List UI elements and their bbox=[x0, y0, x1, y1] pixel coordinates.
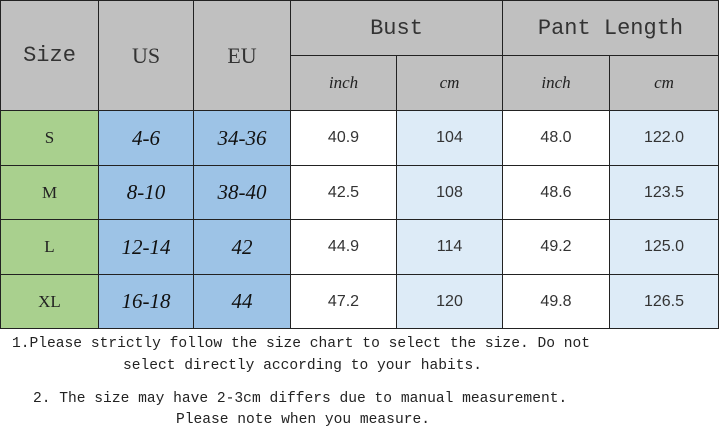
cell-bust-cm: 108 bbox=[396, 165, 503, 220]
cell-pant-inch: 48.0 bbox=[502, 110, 610, 166]
table-row: L 12-14 42 44.9 114 49.2 125.0 bbox=[0, 219, 720, 275]
note-2-line-2: Please note when you measure. bbox=[176, 412, 430, 428]
note-2-line-1: 2. The size may have 2-3cm differs due t… bbox=[33, 391, 568, 407]
cell-eu: 34-36 bbox=[193, 110, 291, 166]
cell-us: 16-18 bbox=[98, 274, 194, 329]
header-eu: EU bbox=[193, 0, 291, 111]
cell-eu: 44 bbox=[193, 274, 291, 329]
cell-pant-cm: 126.5 bbox=[608, 274, 720, 329]
cell-bust-cm: 114 bbox=[396, 219, 503, 275]
cell-pant-inch: 49.2 bbox=[502, 219, 610, 275]
cell-bust-inch: 42.5 bbox=[290, 165, 397, 220]
cell-pant-inch: 49.8 bbox=[502, 274, 610, 329]
cell-pant-cm: 122.0 bbox=[608, 110, 720, 166]
header-pant-length: Pant Length bbox=[501, 0, 720, 56]
note-1-line-2: select directly according to your habits… bbox=[123, 358, 483, 374]
cell-size: S bbox=[0, 110, 99, 166]
cell-eu: 38-40 bbox=[193, 165, 291, 220]
cell-size: XL bbox=[0, 274, 99, 329]
cell-size: L bbox=[0, 219, 99, 275]
cell-eu: 42 bbox=[193, 219, 291, 275]
cell-bust-cm: 120 bbox=[396, 274, 503, 329]
cell-us: 4-6 bbox=[98, 110, 194, 166]
cell-size: M bbox=[0, 165, 99, 220]
cell-bust-inch: 47.2 bbox=[290, 274, 397, 329]
cell-us: 8-10 bbox=[98, 165, 194, 220]
cell-pant-inch: 48.6 bbox=[502, 165, 610, 220]
subheader-bust-inch: inch bbox=[290, 55, 397, 111]
table-row: M 8-10 38-40 42.5 108 48.6 123.5 bbox=[0, 165, 720, 220]
subheader-bust-cm: cm bbox=[396, 55, 503, 111]
header-bust: Bust bbox=[290, 0, 503, 56]
subheader-pant-inch: inch bbox=[502, 55, 610, 111]
cell-us: 12-14 bbox=[98, 219, 194, 275]
table-row: XL 16-18 44 47.2 120 49.8 126.5 bbox=[0, 274, 720, 329]
cell-pant-cm: 123.5 bbox=[608, 165, 720, 220]
cell-bust-inch: 40.9 bbox=[290, 110, 397, 166]
size-chart-table: Size US EU Bust Pant Length inch cm inch… bbox=[0, 0, 720, 329]
header-size: Size bbox=[0, 0, 99, 111]
cell-pant-cm: 125.0 bbox=[608, 219, 720, 275]
subheader-pant-cm: cm bbox=[608, 55, 720, 111]
cell-bust-cm: 104 bbox=[396, 110, 503, 166]
header-us: US bbox=[98, 0, 194, 111]
cell-bust-inch: 44.9 bbox=[290, 219, 397, 275]
table-row: S 4-6 34-36 40.9 104 48.0 122.0 bbox=[0, 110, 720, 166]
note-1-line-1: 1.Please strictly follow the size chart … bbox=[12, 336, 591, 352]
